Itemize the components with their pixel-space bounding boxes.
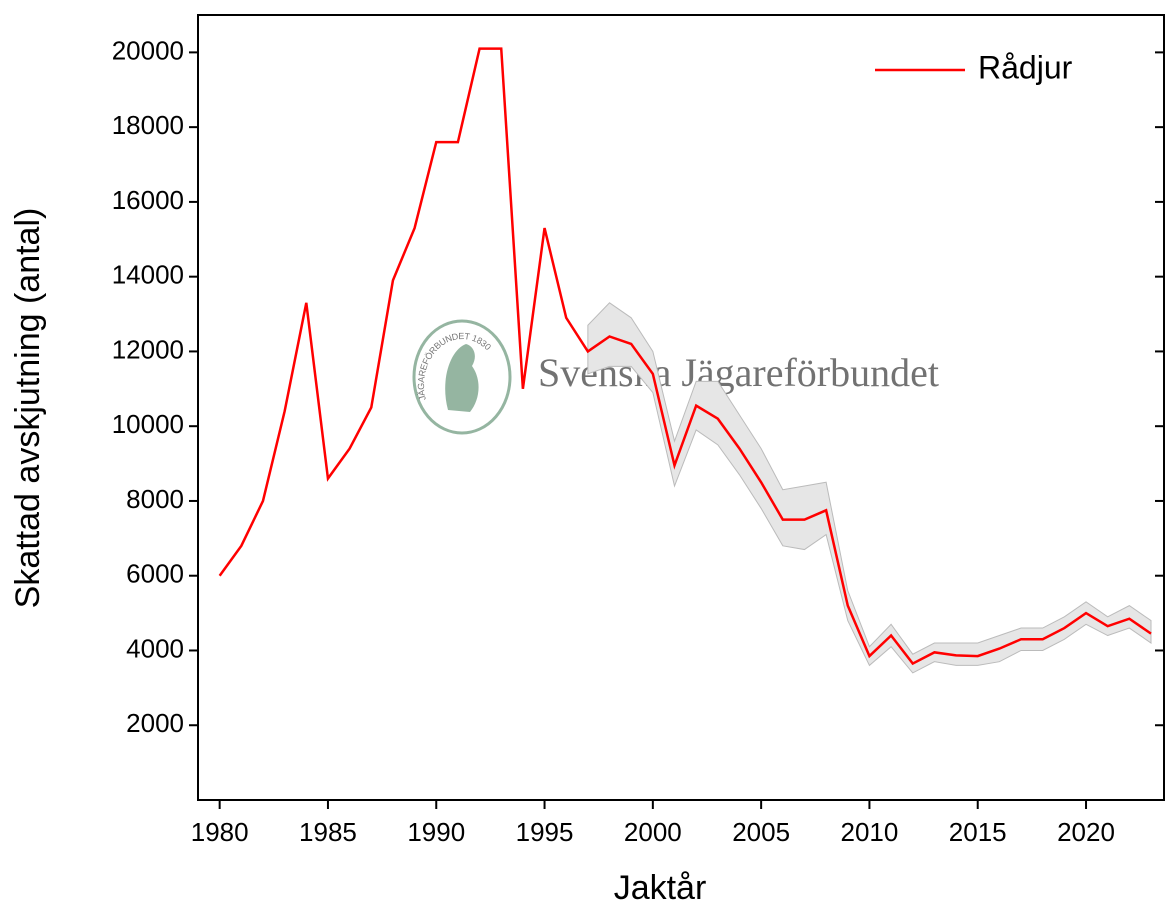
y-tick-label: 2000 — [126, 708, 184, 738]
y-tick-label: 20000 — [112, 35, 184, 65]
y-tick-label: 12000 — [112, 334, 184, 364]
y-tick-label: 16000 — [112, 185, 184, 215]
x-tick-label: 2000 — [624, 817, 682, 847]
watermark: JÄGAREFÖRBUNDET 1830 Svenska Jägareförbu… — [412, 319, 939, 435]
logo-ring — [412, 319, 512, 435]
x-tick-label: 1985 — [299, 817, 357, 847]
y-tick-label: 10000 — [112, 409, 184, 439]
logo-eagle — [445, 344, 479, 412]
x-tick-label: 1995 — [516, 817, 574, 847]
y-tick-label: 14000 — [112, 260, 184, 290]
x-tick-label: 1980 — [191, 817, 249, 847]
plot-frame — [197, 14, 1165, 801]
x-tick-label: 2005 — [732, 817, 790, 847]
y-tick-label: 8000 — [126, 484, 184, 514]
y-tick-label: 4000 — [126, 633, 184, 663]
x-tick-label: 2010 — [841, 817, 899, 847]
confidence-band — [587, 302, 1152, 674]
data-line — [218, 47, 1152, 666]
x-axis-label: Jaktår — [614, 869, 707, 907]
y-tick-label: 18000 — [112, 110, 184, 140]
y-tick-label: 6000 — [126, 559, 184, 589]
x-tick-label: 2015 — [949, 817, 1007, 847]
y-axis-label: Skattad avskjutning (antal) — [9, 208, 47, 609]
x-tick-label: 2020 — [1057, 817, 1115, 847]
x-tick-label: 1990 — [407, 817, 465, 847]
legend-label: Rådjur — [978, 49, 1073, 85]
